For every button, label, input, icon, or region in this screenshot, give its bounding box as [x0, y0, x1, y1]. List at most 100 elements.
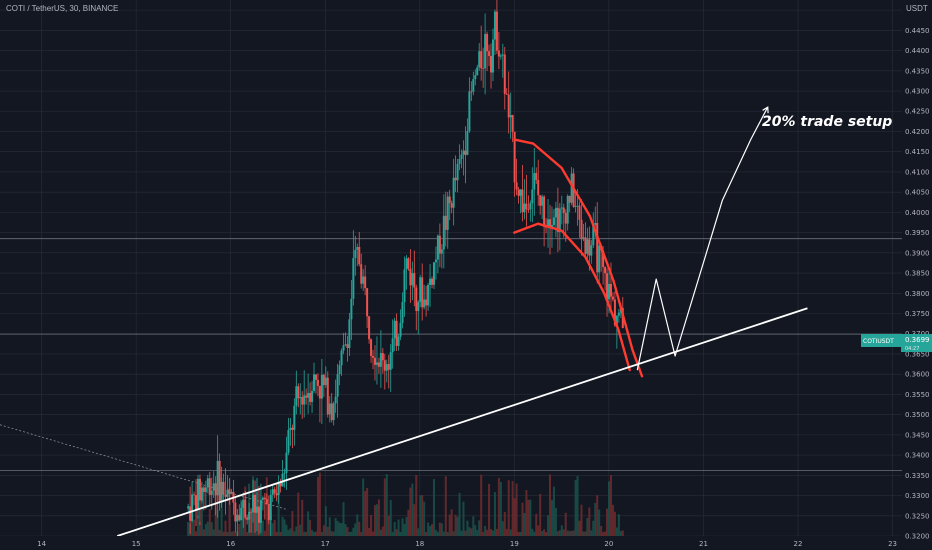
- candle-body: [350, 298, 353, 320]
- candle-body: [271, 489, 274, 495]
- volume-bar: [295, 526, 298, 536]
- candle-body: [438, 235, 441, 254]
- volume-bar: [191, 519, 194, 536]
- candle-body: [592, 224, 595, 246]
- volume-bar: [419, 495, 422, 536]
- candle-body: [210, 490, 213, 495]
- candle-body: [480, 51, 483, 69]
- price-tick-label: 0.3900: [905, 249, 930, 257]
- volume-bar: [216, 509, 219, 536]
- candle-body: [442, 215, 445, 250]
- candle-body: [356, 246, 359, 250]
- projection-path[interactable]: [636, 106, 769, 371]
- candle-body: [228, 489, 231, 494]
- candle-body: [238, 514, 241, 521]
- candle-body: [395, 320, 398, 346]
- volume-bar: [478, 520, 481, 536]
- volume-bar: [409, 487, 412, 536]
- volume-bar: [212, 529, 215, 536]
- candle-body: [340, 350, 343, 366]
- volume-bar: [491, 530, 494, 536]
- volume-bar: [572, 530, 575, 536]
- price-axis[interactable]: 0.3200 0.3250 0.3300 0.3350 0.3400 0.3450 0.35…: [902, 0, 932, 550]
- price-tick-label: 0.4100: [905, 168, 930, 176]
- volume-bar: [438, 522, 441, 536]
- volume-bar: [552, 486, 555, 536]
- volume-bar: [326, 526, 329, 536]
- volume-bar: [556, 531, 559, 536]
- volume-bar: [480, 474, 483, 536]
- candle-body: [515, 182, 518, 190]
- volume-bar: [391, 531, 394, 536]
- candle-body: [531, 189, 534, 204]
- volume-bar: [423, 501, 426, 536]
- candle-body: [460, 154, 463, 159]
- volume-bar: [456, 516, 459, 536]
- volume-bar: [364, 491, 367, 536]
- volume-bar: [513, 498, 516, 536]
- time-axis[interactable]: 14 15 16 17 18 19 20 21 22 23: [0, 536, 902, 550]
- candle-body: [409, 268, 412, 286]
- volume-bar: [529, 499, 532, 536]
- candle-body: [399, 322, 402, 337]
- volume-bar: [434, 529, 437, 536]
- volume-bar: [588, 507, 591, 536]
- volume-bar: [401, 518, 404, 536]
- volume-bar: [322, 525, 325, 536]
- candle-body: [307, 392, 310, 398]
- volume-bar: [356, 514, 359, 536]
- volume-bar: [482, 531, 485, 536]
- volume-bar: [515, 483, 518, 536]
- candle-body: [401, 302, 404, 323]
- volume-bar: [316, 477, 319, 536]
- volume-bar: [466, 520, 469, 536]
- volume-bar: [370, 514, 373, 536]
- volume-bar: [615, 527, 618, 536]
- volume-bar: [379, 529, 382, 536]
- volume-bar: [497, 477, 500, 536]
- candle-body: [393, 320, 396, 339]
- candle-body: [499, 55, 502, 57]
- trendline[interactable]: [116, 307, 808, 537]
- candle-body: [527, 209, 530, 210]
- candle-body: [222, 481, 225, 495]
- candle-body: [421, 277, 424, 308]
- candle-body: [230, 491, 233, 494]
- volume-bar: [600, 525, 603, 536]
- volume-bar: [568, 531, 571, 536]
- candle-body: [265, 499, 268, 505]
- volume-bar: [598, 509, 601, 536]
- volume-bar: [446, 531, 449, 536]
- candle-body: [505, 93, 508, 95]
- volume-bar: [582, 531, 585, 536]
- candle-body: [309, 392, 312, 402]
- candle-body: [366, 288, 369, 317]
- candle-body: [257, 506, 260, 523]
- candle-body: [609, 283, 612, 297]
- curve-annotations: [513, 138, 644, 378]
- candle-body: [525, 203, 528, 210]
- volume-bar: [200, 497, 203, 536]
- volume-bar: [387, 515, 390, 536]
- volume-bar: [533, 531, 536, 536]
- volume-bar: [193, 519, 196, 536]
- candle-body: [193, 494, 196, 496]
- volume-bar: [273, 519, 276, 536]
- candle-body: [362, 276, 365, 284]
- volume-bar: [621, 530, 624, 536]
- volume-bar: [340, 523, 343, 536]
- volume-bar: [263, 530, 266, 536]
- candle-body: [244, 499, 247, 518]
- volume-bar: [444, 476, 447, 536]
- volume-bar: [307, 511, 310, 536]
- volume-bar: [350, 531, 353, 536]
- volume-bar: [549, 474, 552, 536]
- volume-bar: [301, 499, 304, 536]
- candle-body: [580, 219, 583, 240]
- volume-bar: [511, 481, 514, 536]
- candle-body: [189, 506, 192, 521]
- volume-bar: [442, 531, 445, 536]
- volume-bar: [470, 528, 473, 536]
